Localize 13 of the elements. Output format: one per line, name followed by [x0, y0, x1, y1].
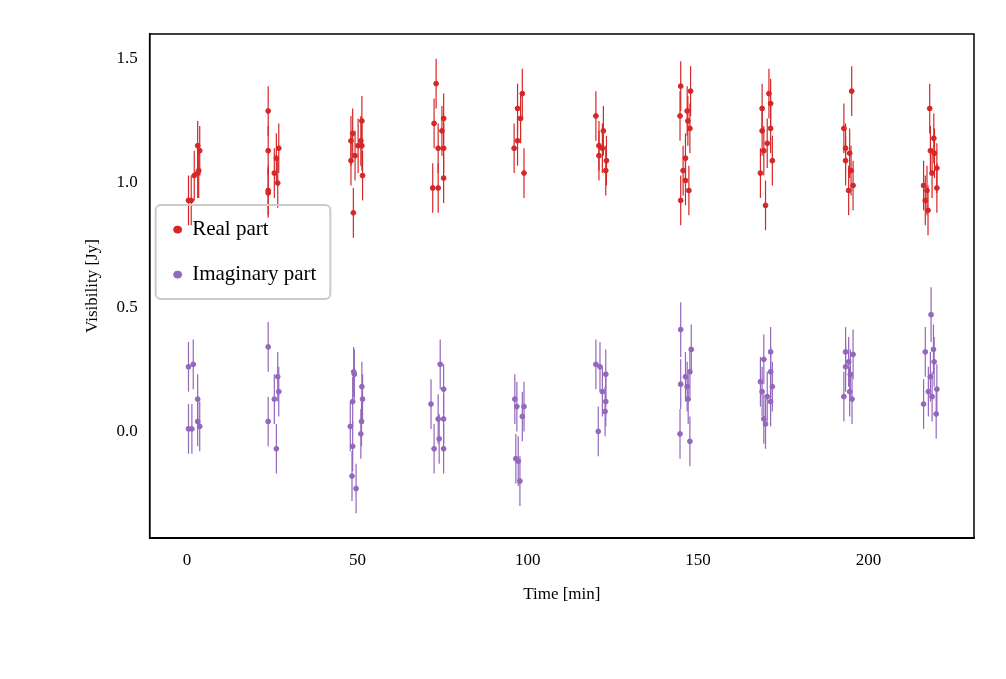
- x-tick-label: 150: [685, 549, 711, 569]
- y-axis-title: Visibility [Jy]: [81, 239, 101, 334]
- legend-label: Real part: [192, 216, 269, 241]
- x-axis-title: Time [min]: [523, 584, 601, 604]
- y-tick-label: 0.5: [116, 296, 138, 316]
- x-tick-label: 0: [182, 549, 192, 569]
- y-tick-label: 1.5: [116, 48, 138, 68]
- y-tick-label: 1.0: [116, 172, 138, 192]
- y-tick-label: 0.0: [116, 420, 138, 440]
- x-tick-label: 50: [348, 549, 366, 569]
- x-tick-label: 200: [855, 549, 882, 569]
- legend-label: Imaginary part: [192, 261, 317, 286]
- x-tick-label: 100: [515, 549, 541, 569]
